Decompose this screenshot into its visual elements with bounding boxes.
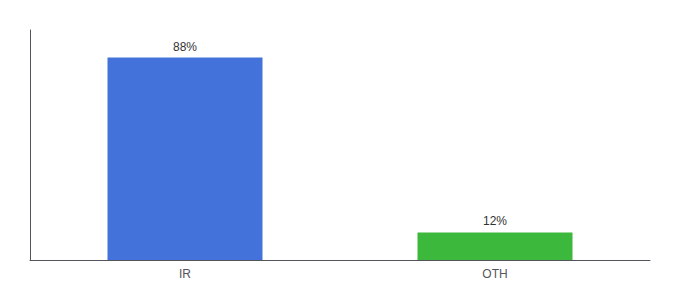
svg-text:IR: IR bbox=[179, 267, 191, 281]
svg-text:88%: 88% bbox=[173, 40, 197, 54]
svg-text:OTH: OTH bbox=[482, 267, 507, 281]
svg-text:12%: 12% bbox=[483, 214, 507, 228]
